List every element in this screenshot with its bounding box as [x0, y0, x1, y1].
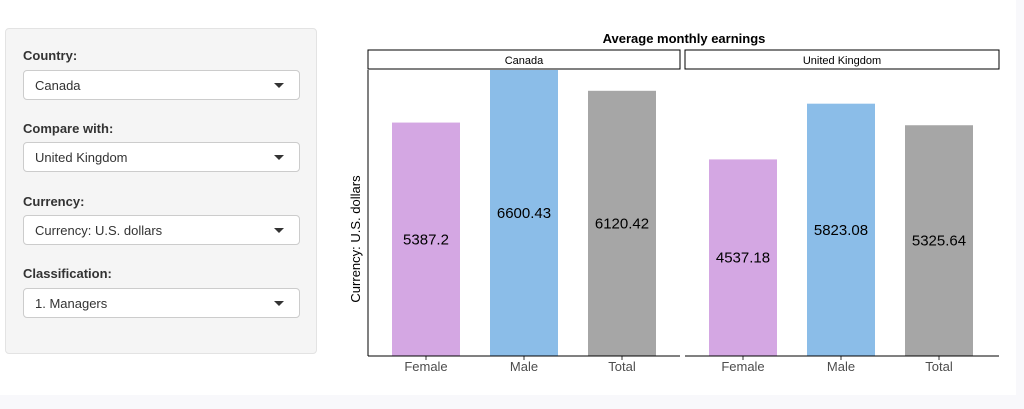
data-label-1-1: 5823.08 [814, 222, 868, 239]
compare-select-value: United Kingdom [35, 150, 128, 165]
bar-1-total [905, 125, 973, 356]
x-tick-label-1-2: Total [925, 359, 953, 374]
currency-select-value: Currency: U.S. dollars [35, 223, 163, 238]
currency-label: Currency: [23, 194, 85, 209]
classification-select[interactable]: 1. Managers [23, 288, 300, 318]
caret-down-icon [274, 155, 284, 160]
currency-select[interactable]: Currency: U.S. dollars [23, 215, 300, 245]
earnings-chart: Average monthly earnings Currency: U.S. … [348, 31, 1000, 374]
facet-label-1: United Kingdom [803, 55, 881, 67]
chart-title: Average monthly earnings [603, 31, 766, 46]
app-page: Country: Canada Compare with: United Kin… [5, 28, 1000, 374]
facet-strip-1 [684, 49, 1000, 70]
caret-down-icon [274, 83, 284, 88]
compare-select[interactable]: United Kingdom [23, 142, 300, 172]
bar-0-total [588, 90, 656, 357]
x-tick-label-0-1: Male [510, 359, 538, 374]
data-label-0-1: 6600.43 [497, 205, 551, 222]
data-label-0-0: 5387.2 [403, 231, 449, 248]
country-select[interactable]: Canada [23, 70, 300, 100]
x-tick-label-1-1: Male [827, 359, 855, 374]
facet-label-0: Canada [505, 55, 544, 67]
facet-panels: Canada 5387.2 Female 6600.43 Male 6120.42 Tota… [367, 49, 1000, 374]
bar-0-female [392, 122, 460, 356]
country-select-value: Canada [35, 78, 81, 93]
classification-label: Classification: [23, 266, 112, 281]
bar-1-male [807, 103, 875, 356]
x-tick-label-0-2: Total [608, 359, 636, 374]
caret-down-icon [274, 301, 284, 306]
bar-1-female [709, 159, 777, 356]
data-label-1-2: 5325.64 [912, 233, 966, 250]
sidebar-panel: Country: Canada Compare with: United Kin… [5, 28, 317, 354]
country-label: Country: [23, 48, 78, 63]
compare-label: Compare with: [23, 121, 114, 136]
x-tick-label-0-0: Female [404, 359, 447, 374]
y-axis-label: Currency: U.S. dollars [348, 175, 363, 303]
caret-down-icon [274, 228, 284, 233]
classification-select-value: 1. Managers [35, 296, 108, 311]
x-tick-label-1-0: Female [721, 359, 764, 374]
bar-0-male [490, 70, 558, 356]
data-label-0-2: 6120.42 [595, 215, 649, 232]
data-label-1-0: 4537.18 [716, 250, 770, 267]
facet-strip-0 [367, 49, 681, 70]
